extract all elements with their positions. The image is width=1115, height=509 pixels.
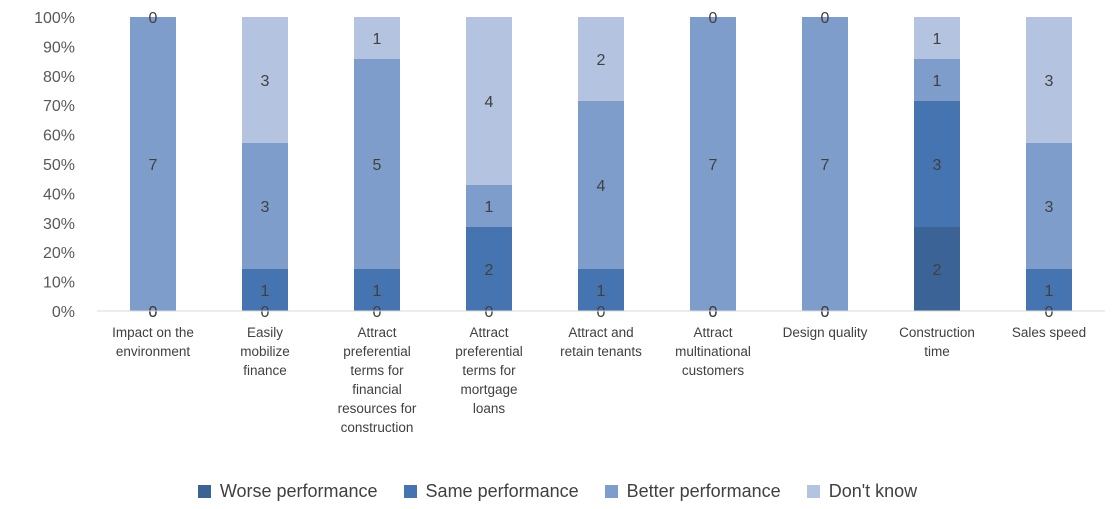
legend: Worse performance Same performance Bette… [0,481,1115,502]
y-axis: 0% 10% 20% 30% 40% 50% 60% 70% 80% 90% 100% [34,10,75,321]
bar-segment [354,59,400,269]
legend-item-worse-performance: Worse performance [197,481,378,502]
x-tick-label: Construction time [899,325,975,359]
data-label: 1 [1045,283,1054,300]
data-label: 4 [485,94,494,111]
y-tick-label: 10% [43,275,75,292]
y-tick-label: 70% [43,98,75,115]
x-tick-label: Sales speed [1012,325,1086,340]
data-label: 7 [709,157,718,174]
bar-segment [914,17,960,59]
bar-segment [1026,143,1072,269]
data-label: 0 [149,304,158,321]
x-tick-label: Attract preferential terms for financial res… [338,325,417,435]
x-tick-label: Attract preferential terms for mortgage loan… [455,325,523,416]
data-label: 0 [149,10,158,27]
data-label: 3 [933,157,942,174]
data-label: 3 [261,199,270,216]
bar-segment [466,17,512,185]
x-axis: Impact on the environment Easily mobilize fi… [97,310,1105,435]
bar-segment [130,17,176,311]
legend-swatch [806,485,820,498]
y-tick-label: 50% [43,157,75,174]
legend-label: Better performance [626,481,781,501]
data-label: 0 [261,304,270,321]
y-tick-label: 30% [43,216,75,233]
x-tick-label: Design quality [783,325,868,340]
stacked-bar-chart: 0% 10% 20% 30% 40% 50% 60% 70% 80% 90% 100% 0 0 7 0 0 1… [34,10,1105,435]
data-label: 0 [1045,304,1054,321]
bar-segment [914,227,960,311]
data-label: 0 [821,10,830,27]
data-label: 0 [485,304,494,321]
data-label: 0 [709,304,718,321]
data-label: 0 [597,304,606,321]
bar-segment [242,269,288,311]
legend-item-same-performance: Same performance [403,481,579,502]
data-label: 0 [373,304,382,321]
data-label: 3 [1045,199,1054,216]
y-tick-label: 60% [43,128,75,145]
y-tick-label: 80% [43,69,75,86]
x-tick-label: Attract and retain tenants [560,325,642,359]
bar-segment [354,17,400,59]
bar-segment [914,101,960,227]
bar-segment [578,269,624,311]
data-label: 0 [149,304,158,321]
y-tick-label: 20% [43,245,75,262]
data-label: 0 [821,304,830,321]
bars [130,17,1072,311]
legend-swatch [403,485,417,498]
x-tick-label: Attract multinational customers [675,325,751,378]
bar-segment [914,59,960,101]
data-label: 4 [597,178,606,195]
bar-segment [578,101,624,269]
data-label: 3 [1045,73,1054,90]
legend-item-better-performance: Better performance [604,481,781,502]
data-label: 2 [933,262,942,279]
data-label: 2 [485,262,494,279]
y-tick-label: 90% [43,39,75,56]
data-label: 1 [933,73,942,90]
y-tick-label: 40% [43,186,75,203]
legend-swatch [197,485,211,498]
bar-segment [802,17,848,311]
bar-segment [242,143,288,269]
data-label: 7 [821,157,830,174]
bar-segment [466,227,512,311]
data-label: 0 [709,10,718,27]
data-label: 1 [373,31,382,48]
data-label: 1 [597,283,606,300]
legend-item-dont-know: Don't know [806,481,918,502]
bar-segment [466,185,512,227]
y-tick-label: 0% [52,304,75,321]
data-label: 0 [709,304,718,321]
x-tick-label: Impact on the environment [112,325,194,359]
data-label: 3 [261,73,270,90]
data-label: 5 [373,157,382,174]
bar-segment [354,269,400,311]
data-label: 1 [485,199,494,216]
data-label: 7 [149,157,158,174]
data-label: 2 [597,52,606,69]
data-label: 1 [373,283,382,300]
data-label: 1 [933,31,942,48]
bar-segment [242,17,288,143]
legend-label: Don't know [828,481,918,501]
legend-label: Worse performance [219,481,378,501]
data-label: 0 [821,304,830,321]
legend-label: Same performance [425,481,579,501]
x-tick-label: Easily mobilize finance [240,325,290,378]
y-tick-label: 100% [34,10,75,27]
bar-segment [1026,269,1072,311]
bar-segment [690,17,736,311]
bar-segment [1026,17,1072,143]
bar-segment [578,17,624,101]
data-label: 1 [261,283,270,300]
legend-swatch [604,485,618,498]
